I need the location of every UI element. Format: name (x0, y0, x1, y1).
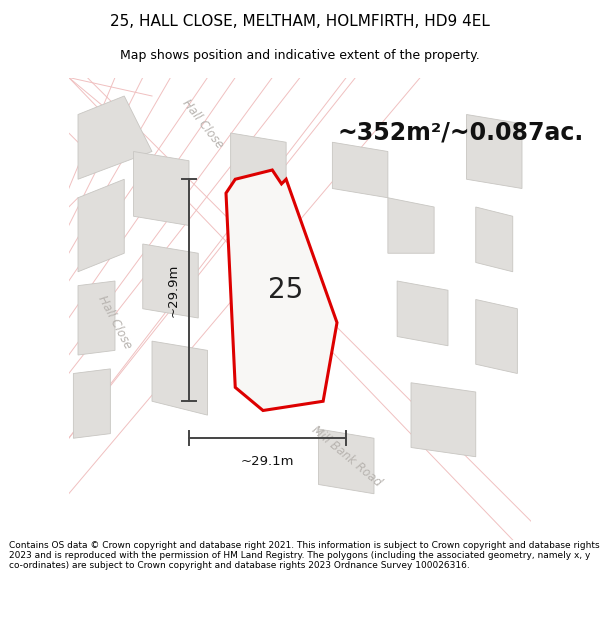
Text: ~29.9m: ~29.9m (166, 264, 179, 317)
Text: Hall Close: Hall Close (95, 294, 134, 351)
Text: ~352m²/~0.087ac.: ~352m²/~0.087ac. (337, 121, 583, 145)
Text: ~29.1m: ~29.1m (241, 455, 295, 468)
Polygon shape (388, 198, 434, 253)
Text: 25: 25 (269, 276, 304, 304)
Polygon shape (397, 281, 448, 346)
Polygon shape (78, 179, 124, 272)
Polygon shape (319, 429, 374, 494)
Polygon shape (467, 114, 522, 189)
Polygon shape (332, 142, 388, 198)
Polygon shape (476, 207, 513, 272)
Text: Map shows position and indicative extent of the property.: Map shows position and indicative extent… (120, 49, 480, 62)
Polygon shape (411, 382, 476, 457)
Text: Contains OS data © Crown copyright and database right 2021. This information is : Contains OS data © Crown copyright and d… (9, 541, 599, 571)
Polygon shape (230, 133, 286, 198)
Polygon shape (133, 151, 189, 226)
Polygon shape (78, 281, 115, 355)
Polygon shape (78, 96, 152, 179)
Polygon shape (143, 244, 198, 318)
Text: 25, HALL CLOSE, MELTHAM, HOLMFIRTH, HD9 4EL: 25, HALL CLOSE, MELTHAM, HOLMFIRTH, HD9 … (110, 14, 490, 29)
Polygon shape (476, 299, 517, 374)
Polygon shape (73, 369, 110, 438)
Polygon shape (152, 341, 208, 415)
Polygon shape (226, 170, 337, 411)
Text: Mill Bank Road: Mill Bank Road (309, 424, 384, 490)
Text: Hall Close: Hall Close (180, 97, 226, 151)
